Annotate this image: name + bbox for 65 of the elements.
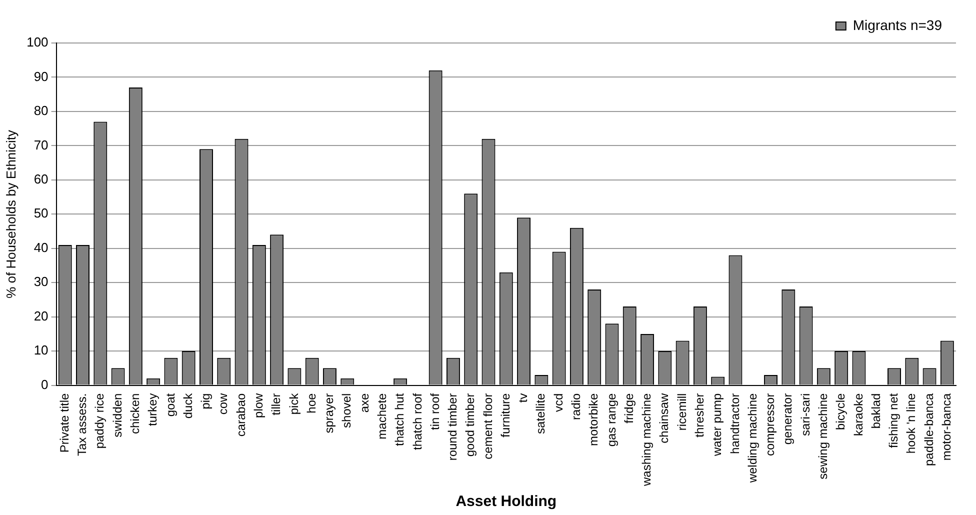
x-tick-label: ricemill <box>674 393 689 431</box>
x-tick-label: good timber <box>463 393 478 457</box>
y-tick-label: 40 <box>34 240 48 255</box>
y-tick-label: 30 <box>34 274 48 290</box>
y-tick-label: 100 <box>26 34 48 50</box>
x-tick-label: bicycle <box>834 392 848 430</box>
x-tick-label: thatch hut <box>392 392 407 446</box>
x-tick-label: machete <box>374 392 389 440</box>
x-tick-label: gas range <box>604 392 618 447</box>
x-tick-label: handtractor <box>728 393 742 454</box>
x-tick-label: pig <box>198 393 213 410</box>
legend-label: Migrants n=39 <box>852 16 942 33</box>
x-tick-label: turkey <box>146 393 160 426</box>
y-tick-label: 80 <box>34 103 48 118</box>
x-tick-label: chainsaw <box>657 392 672 444</box>
x-tick-label: thresher <box>692 393 707 438</box>
x-tick-label: hook 'n line <box>904 392 918 454</box>
x-axis-title: Asset Holding <box>456 493 557 510</box>
x-tick-label: fishing net <box>886 392 901 448</box>
x-tick-label: motorbike <box>586 392 601 446</box>
x-tick-label: water pump <box>710 392 724 457</box>
x-tick-label: round timber <box>446 393 460 461</box>
x-tick-label: tiller <box>269 393 284 416</box>
y-tick-label: 90 <box>34 68 48 84</box>
x-tick-label: baklad <box>868 393 883 429</box>
x-tick-label: carabao <box>234 392 248 437</box>
x-tick-label: fridge <box>622 392 636 424</box>
x-tick-label: cow <box>216 392 230 415</box>
x-tick-label: welding machine <box>745 392 760 484</box>
x-tick-label: swidden <box>110 393 124 438</box>
x-tick-label: sprayer <box>322 393 336 434</box>
x-tick-label: pick <box>286 392 301 415</box>
x-tick-label: karaoke <box>851 392 866 436</box>
x-tick-label: furniture <box>498 392 512 438</box>
x-tick-label: satellite <box>534 392 548 434</box>
y-axis-title: % of Households by Ethnicity <box>3 129 18 298</box>
x-tick-label: shovel <box>340 393 354 428</box>
x-tick-label: sewing machine <box>816 392 830 480</box>
x-tick-label: radio <box>569 392 584 420</box>
x-tick-label: Tax assess. <box>75 393 90 456</box>
x-tick-label: thatch roof <box>410 392 424 450</box>
x-tick-label: axe <box>357 392 372 413</box>
x-tick-label: washing machine <box>640 392 654 487</box>
x-tick-label: plow <box>251 392 266 418</box>
x-tick-label: Private title <box>57 392 72 453</box>
y-tick-label: 20 <box>34 308 48 324</box>
y-tick-label: 50 <box>34 206 48 221</box>
x-tick-label: vcd <box>551 393 566 412</box>
x-tick-label: tin roof <box>428 392 442 430</box>
x-tick-label: cement floor <box>480 393 495 460</box>
x-tick-label: paddy rice <box>92 392 107 449</box>
x-tick-label: tv <box>516 393 530 403</box>
x-tick-label: motor-banca <box>939 392 954 461</box>
x-tick-label: compressor <box>763 393 778 456</box>
x-tick-label: goat <box>163 392 178 417</box>
x-tick-label: sari-sari <box>798 393 812 436</box>
y-tick-label: 0 <box>41 376 48 392</box>
y-tick-label: 70 <box>34 137 48 152</box>
x-tick-label: hoe <box>304 392 318 414</box>
y-tick-label: 10 <box>34 342 48 358</box>
x-tick-label: chicken <box>128 393 142 434</box>
x-tick-label: duck <box>180 392 195 419</box>
x-tick-label: generator <box>780 393 795 445</box>
x-tick-label: paddle-banca <box>922 392 936 466</box>
y-tick-label: 60 <box>34 171 48 186</box>
